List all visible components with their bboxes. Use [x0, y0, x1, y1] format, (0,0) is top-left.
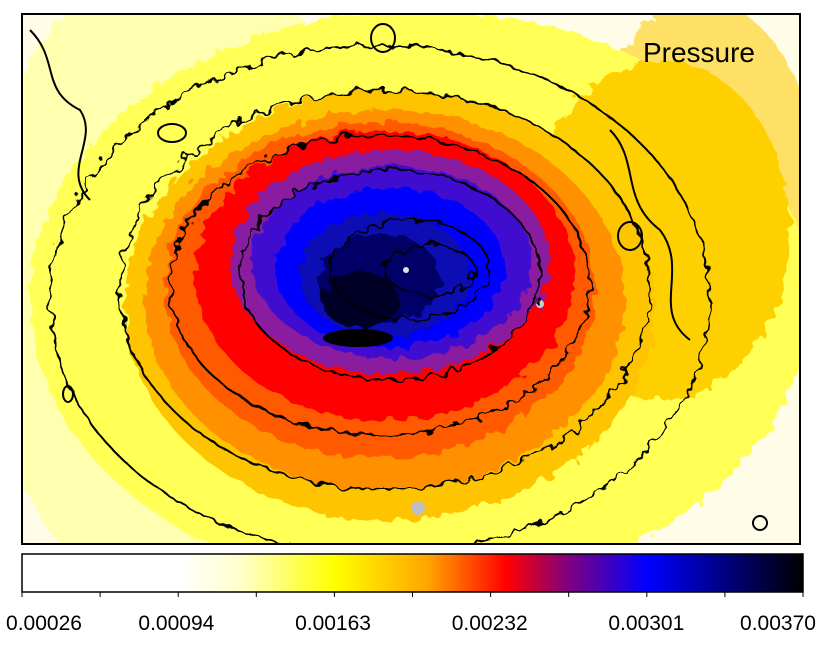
- colorbar-tick-label: 0.00026: [6, 612, 82, 635]
- gray-spot-center: [403, 267, 409, 273]
- contour-island-left: [62, 385, 74, 403]
- colorbar-tick-labels: 0.00026 0.00094 0.00163 0.00232 0.00301 0.003…: [6, 612, 816, 635]
- colorbar-tick-label: 0.00370: [740, 612, 816, 635]
- contour-line-left-edge: [29, 29, 91, 201]
- contour-overlay: [29, 23, 768, 544]
- contour-island-upper-left: [157, 123, 187, 143]
- colorbar-tick-label: 0.00094: [138, 612, 214, 635]
- contour-line-outer: [49, 44, 711, 544]
- contour-line-2: [119, 89, 651, 491]
- contour-line-6: [384, 244, 476, 296]
- colorbar-ticks: [21, 592, 804, 597]
- contour-island-lower-right: [752, 515, 768, 531]
- gray-spot-bottom: [411, 501, 425, 515]
- colorbar-tick-label: 0.00163: [295, 612, 371, 635]
- heatmap-band-core: [322, 272, 398, 328]
- colorbar: [21, 553, 804, 593]
- contour-line-right-edge: [609, 129, 691, 341]
- plot-frame: [21, 13, 801, 545]
- heatmap-peak-streak: [323, 329, 393, 347]
- chart-title: Pressure: [643, 37, 755, 68]
- gray-spot-right: [536, 300, 544, 308]
- contour-island-right: [617, 221, 643, 251]
- contour-island-top: [370, 23, 396, 53]
- contour-line-3: [169, 134, 591, 436]
- contour-line-5: [329, 219, 491, 321]
- heatmap-field: [22, 14, 800, 544]
- contour-line-4: [239, 169, 541, 381]
- colorbar-tick-label: 0.00232: [452, 612, 528, 635]
- colorbar-tick-label: 0.00301: [608, 612, 684, 635]
